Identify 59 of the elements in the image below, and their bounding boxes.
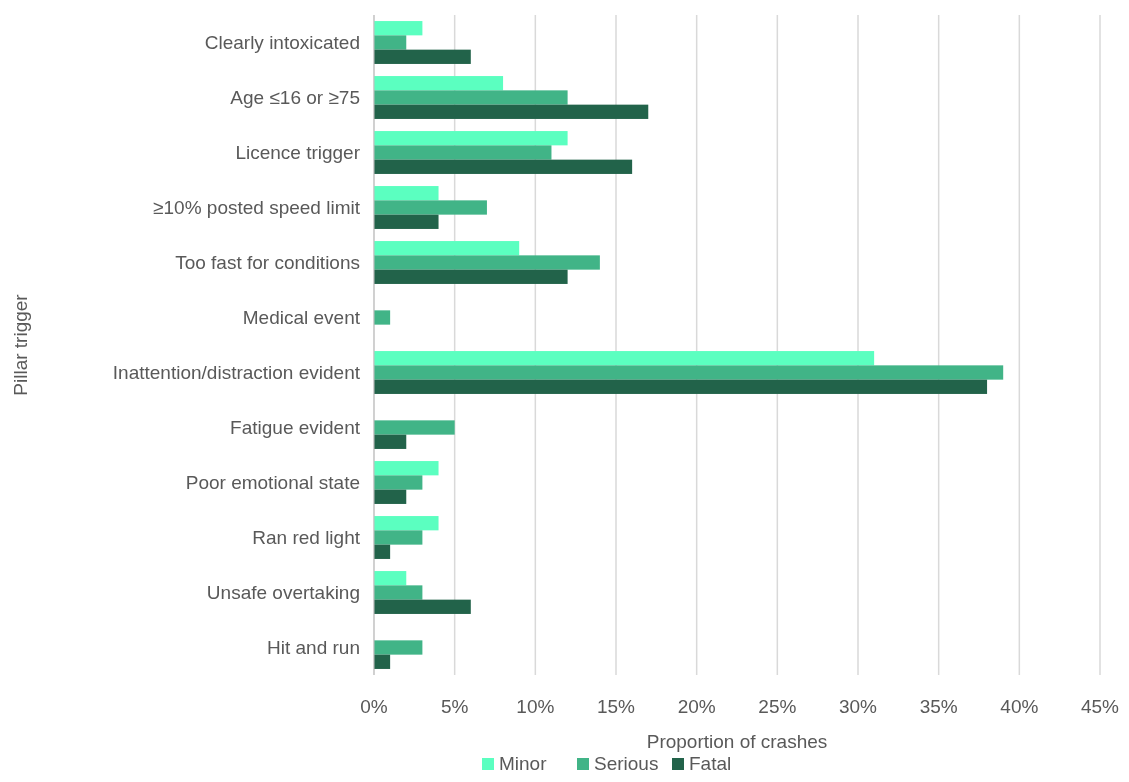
bar (374, 49, 471, 64)
y-tick-label: Age ≤16 or ≥75 (230, 87, 360, 109)
x-tick-label: 30% (838, 696, 878, 717)
y-tick-label: Ran red light (252, 527, 361, 549)
bar (374, 599, 471, 614)
bar (374, 461, 439, 476)
x-tick-label: 20% (677, 696, 716, 717)
bar (374, 434, 407, 449)
bar (374, 654, 391, 669)
bar (374, 131, 568, 146)
y-tick-label: Hit and run (267, 637, 360, 659)
bar (374, 640, 423, 655)
x-tick-label: 0% (360, 696, 388, 717)
bar (374, 530, 423, 545)
x-tick-label: 5% (440, 696, 469, 717)
x-tick-label: 10% (516, 696, 555, 717)
bar (374, 214, 439, 229)
bar (374, 269, 568, 284)
bar (374, 544, 391, 559)
bar (374, 76, 504, 91)
bar (374, 104, 649, 119)
bar (374, 255, 600, 270)
bar (374, 365, 1004, 380)
bar (374, 420, 455, 435)
legend-label: Serious (594, 753, 659, 774)
bar (374, 35, 407, 50)
bar (374, 571, 407, 586)
bar (374, 489, 407, 504)
bar (374, 379, 988, 394)
x-tick-label: 15% (596, 696, 636, 717)
bar (374, 21, 423, 36)
bar (374, 241, 520, 256)
y-tick-label: Inattention/distraction evident (112, 362, 361, 384)
x-tick-label: 35% (919, 696, 958, 717)
x-axis-title: Proportion of crashes (646, 731, 828, 752)
bar (374, 516, 439, 531)
bar (374, 145, 552, 160)
y-tick-label: Too fast for conditions (175, 252, 360, 274)
y-tick-label: Fatigue evident (230, 417, 361, 439)
y-tick-label: Poor emotional state (185, 472, 360, 494)
x-tick-label: 45% (1080, 696, 1120, 717)
bar (374, 585, 423, 600)
x-tick-label: 25% (758, 696, 797, 717)
bar (374, 186, 439, 201)
x-tick-label: 40% (1000, 696, 1039, 717)
bar (374, 200, 487, 215)
bar (374, 310, 391, 325)
y-axis-title: Pillar trigger (10, 293, 31, 396)
legend-label: Minor (499, 753, 548, 774)
y-tick-label: ≥10% posted speed limit (153, 197, 361, 219)
y-tick-label: Unsafe overtaking (206, 582, 360, 604)
bar (374, 90, 568, 105)
bar (374, 475, 423, 490)
legend-label: Fatal (689, 753, 732, 774)
bar (374, 159, 633, 174)
y-tick-label: Clearly intoxicated (204, 32, 360, 54)
y-tick-label: Medical event (242, 307, 361, 329)
y-tick-label: Licence trigger (235, 142, 361, 164)
bar (374, 351, 875, 366)
